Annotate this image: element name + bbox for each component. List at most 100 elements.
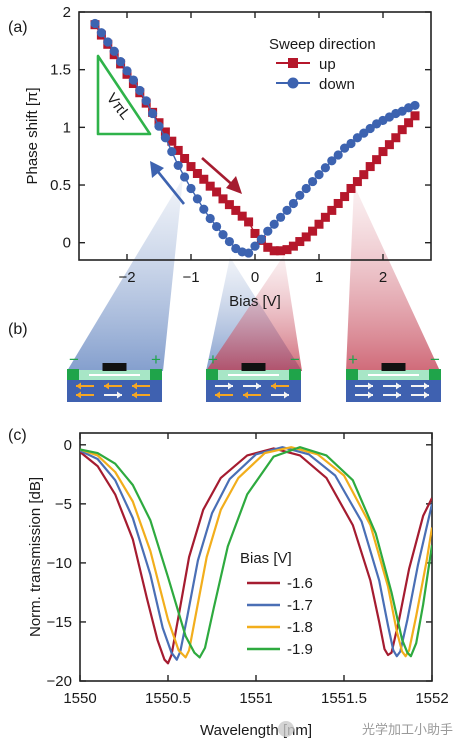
data-point-down: [256, 234, 266, 244]
top-electrode: [102, 363, 127, 371]
data-point-down: [135, 85, 145, 96]
series-line--1.7: [80, 446, 432, 661]
data-point-down: [148, 108, 158, 119]
data-point-up: [237, 211, 247, 221]
left-polarity-sign: +: [348, 350, 358, 369]
data-point-up: [167, 136, 177, 146]
polarization-arrowhead: [104, 382, 109, 390]
data-point-down: [320, 163, 330, 173]
right-electrode: [150, 369, 162, 380]
data-point-down: [263, 226, 273, 236]
data-point-up: [384, 140, 394, 150]
substrate: [67, 380, 162, 402]
data-point-up: [410, 111, 420, 121]
zoom-wedges: [67, 178, 440, 371]
substrate: [206, 380, 301, 402]
top-electrode: [381, 363, 406, 371]
x-tick-label: 1: [315, 269, 323, 286]
data-point-down: [167, 146, 177, 157]
left-electrode: [206, 369, 218, 380]
data-point-up: [263, 242, 273, 252]
left-electrode: [346, 369, 358, 380]
data-point-down: [218, 230, 228, 240]
data-point-up: [205, 181, 215, 191]
legend-title: Sweep direction: [269, 36, 376, 53]
y-tick-label: −10: [47, 555, 72, 572]
legend-label: -1.9: [287, 641, 313, 658]
wedge-blue-left: [67, 178, 183, 371]
data-point-down: [173, 160, 183, 171]
data-point-up: [301, 232, 311, 242]
polarization-arrowhead: [284, 391, 289, 399]
data-point-down: [122, 66, 132, 76]
watermark-text: 光学加工小助手: [362, 722, 453, 737]
x-tick-label: 1550: [63, 690, 96, 707]
vpil-triangle: [96, 54, 152, 136]
data-point-up: [173, 145, 183, 155]
legend: -1.6 -1.7 -1.8 -1.9: [247, 575, 313, 658]
data-point-down: [160, 133, 170, 143]
wedge-red-mid: [206, 255, 302, 371]
data-point-down: [333, 150, 343, 160]
data-point-down: [128, 75, 138, 85]
data-point-down: [282, 205, 292, 215]
data-point-up: [378, 147, 388, 157]
x-axis-label: Wavelength [nm]: [200, 722, 312, 739]
polarization-arrowhead: [76, 391, 81, 399]
data-point-up: [218, 194, 228, 204]
data-point-down: [103, 37, 113, 47]
data-point-up: [314, 219, 324, 229]
polarization-arrowhead: [271, 382, 276, 390]
data-point-down: [244, 248, 254, 258]
data-point-up: [224, 200, 234, 210]
series-line--1.9: [80, 446, 432, 659]
data-point-up: [199, 174, 209, 184]
data-point-up: [391, 133, 401, 143]
polarization-arrowhead: [76, 382, 81, 390]
transmission-chart: 1550 1550.5 1551 1551.5 1552 0 −5 −10 −15 −20 Bia…: [27, 432, 449, 739]
data-point-down: [154, 121, 164, 131]
data-point-down: [199, 204, 209, 214]
polarization-arrowhead: [256, 382, 261, 390]
left-polarity-sign: +: [208, 350, 218, 369]
data-point-down: [352, 133, 362, 143]
y-tick-label: 0: [63, 235, 71, 252]
data-point-up: [244, 217, 254, 227]
data-point-up: [282, 245, 292, 255]
legend-item-down: down: [276, 76, 355, 93]
substrate: [346, 380, 441, 402]
data-point-down: [180, 172, 190, 182]
data-point-up: [352, 177, 362, 187]
data-point-up: [276, 246, 286, 256]
polarization-arrowhead: [132, 391, 137, 399]
data-point-up: [397, 125, 407, 135]
wedge-red-right: [346, 185, 440, 371]
legend-item-up: up: [276, 56, 336, 73]
panel-b-label: (b): [8, 321, 28, 338]
left-polarity-sign: −: [69, 350, 79, 369]
data-point-down: [186, 183, 196, 194]
polarization-arrowhead: [132, 382, 137, 390]
y-tick-label: 1.5: [50, 62, 71, 79]
data-point-down: [192, 194, 202, 204]
right-electrode: [429, 369, 441, 380]
data-point-down: [269, 219, 279, 229]
panel-c-label: (c): [8, 427, 27, 444]
data-point-down: [346, 138, 356, 149]
y-tick-label: −5: [55, 496, 72, 513]
top-electrode: [241, 363, 266, 371]
data-point-down: [340, 143, 350, 153]
data-point-down: [314, 170, 324, 180]
x-tick-label: −1: [182, 269, 199, 286]
device-1: − +: [67, 350, 162, 402]
right-polarity-sign: +: [151, 350, 161, 369]
x-tick-label: −2: [118, 269, 135, 286]
polarization-arrowhead: [396, 391, 401, 399]
y-tick-label: −20: [47, 673, 72, 690]
series-line--1.6: [80, 447, 432, 665]
legend-label: -1.6: [287, 575, 313, 592]
device-2: + −: [206, 350, 301, 402]
y-tick-label: 0: [64, 437, 72, 454]
legend-label: -1.7: [287, 597, 313, 614]
